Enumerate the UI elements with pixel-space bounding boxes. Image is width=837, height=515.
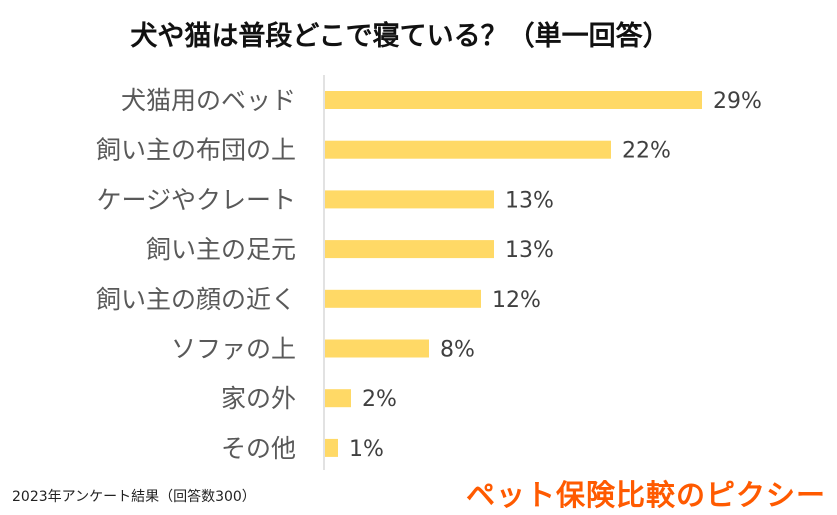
category-label: 犬猫用のベッド [121,86,296,115]
brand-logo: ペット保険比較のピクシー [466,478,827,512]
bar [325,389,351,408]
category-label: ソファの上 [171,335,296,364]
footnote: 2023年アンケート結果（回答数300） [12,489,256,505]
category-label: 飼い主の布団の上 [96,136,296,165]
data-label: 29% [713,89,762,114]
data-label: 13% [505,188,554,213]
data-label: 13% [505,238,554,263]
data-label: 22% [622,139,671,164]
data-label: 8% [440,338,475,363]
data-label: 2% [362,387,397,412]
category-label: 飼い主の足元 [146,235,296,264]
category-label: 家の外 [221,384,296,413]
category-label: 飼い主の顔の近く [96,285,296,314]
bar [325,140,611,159]
bar [325,190,494,209]
category-label: ケージやクレート [96,185,296,214]
category-label: その他 [221,434,296,463]
bar [325,91,702,109]
chart-title: 犬や猫は普段どこで寝ている？（単一回答） [130,21,670,52]
data-label: 12% [492,288,541,313]
bar [325,339,429,358]
bar [325,289,481,308]
data-label: 1% [349,437,384,462]
bar [325,240,494,259]
bar [325,438,338,457]
